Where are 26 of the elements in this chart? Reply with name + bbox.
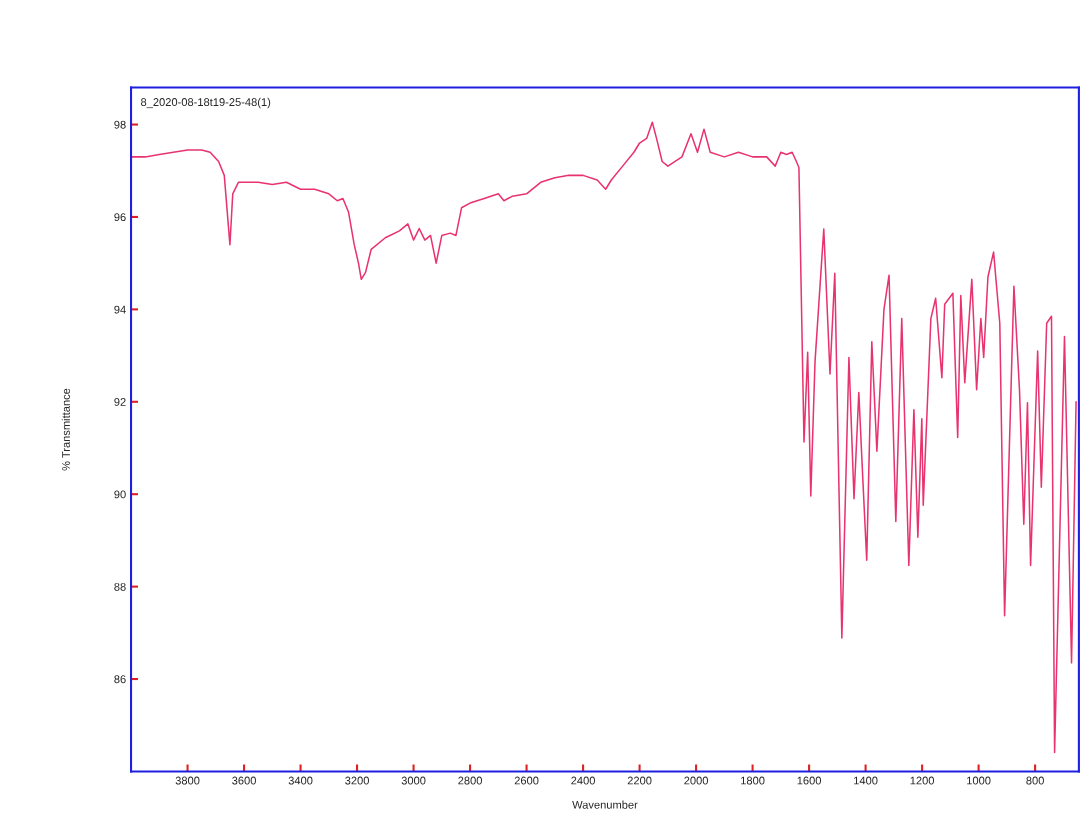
x-tick-label: 1000: [967, 776, 991, 785]
annotation: 8_2020-08-18t19-25-48(1): [141, 97, 271, 109]
x-tick-label: 3800: [175, 776, 200, 785]
x-tick-label: 3000: [401, 776, 426, 785]
x-tick-label: 3200: [345, 776, 369, 785]
x-tick-label: 2800: [458, 776, 482, 785]
x-tick-label: 3600: [232, 776, 256, 785]
y-tick-label: 92: [114, 398, 126, 406]
y-axis-title: % Transmittance: [61, 388, 70, 471]
y-tick-label: 96: [114, 213, 126, 222]
y-tick-label: 88: [114, 582, 126, 591]
x-tick-label: 2200: [627, 776, 652, 785]
x-tick-label: 1600: [797, 776, 822, 785]
x-tick-label: 2600: [514, 776, 539, 785]
y-tick-label: 98: [114, 120, 126, 129]
x-tick-label: 800: [1026, 776, 1044, 785]
x-tick-label: 3400: [288, 776, 313, 785]
x-tick-label: 1800: [741, 776, 765, 785]
y-tick-label: 94: [114, 305, 126, 314]
y-tick-label: 90: [114, 490, 126, 499]
x-tick-label: 2000: [684, 776, 709, 785]
x-tick-label: 1400: [854, 776, 878, 785]
x-axis-title: Wavenumber: [572, 800, 638, 809]
x-tick-label: 1200: [910, 776, 935, 785]
x-tick-label: 2400: [571, 776, 595, 785]
y-tick-label: 86: [114, 675, 126, 684]
